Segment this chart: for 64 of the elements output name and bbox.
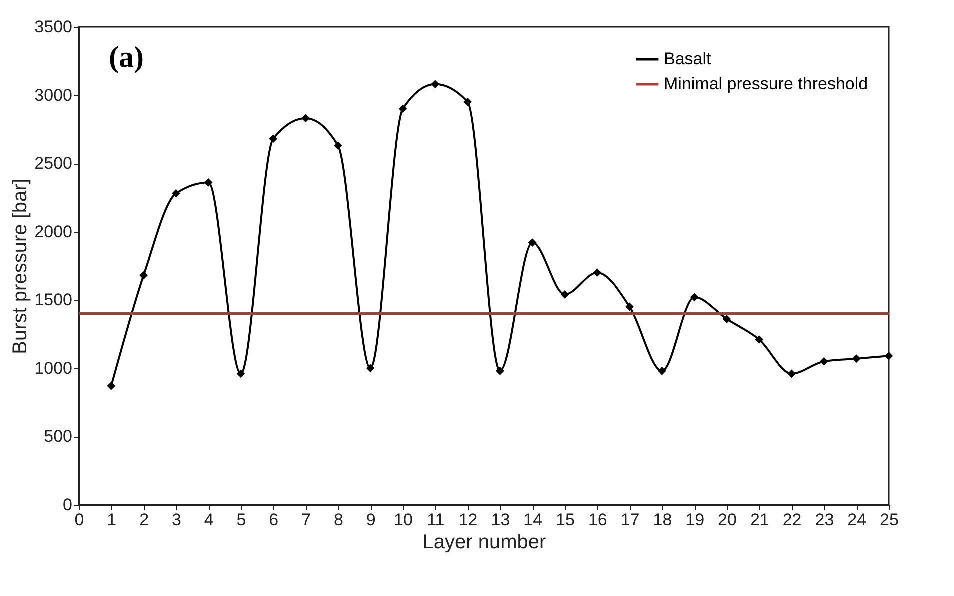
x-tick-label: 7 [302,510,312,530]
y-tick-label: 3500 [34,18,72,36]
y-axis-title: Burst pressure [bar] [10,178,32,354]
point [269,134,278,144]
point [172,189,180,198]
x-tick-label: 24 [848,510,867,530]
x-tick-label: 18 [653,510,672,530]
point [690,293,699,302]
point [398,104,408,114]
point [852,354,861,364]
point [464,98,472,106]
point [366,364,375,373]
x-tick-label: 12 [458,510,478,530]
point [302,114,310,123]
point [593,268,602,278]
x-tick-label: 6 [269,510,279,530]
point [658,366,666,376]
x-tick-label: 23 [815,510,834,530]
y-tick-label: 500 [44,427,72,446]
x-tick-label: 16 [588,510,608,530]
x-tick-label: 3 [172,510,182,530]
x-tick-label: 10 [394,510,413,530]
x-tick-label: 5 [236,510,246,530]
x-tick-label: 2 [140,510,150,530]
x-tick-label: 0 [74,510,84,530]
x-tick-label: 1 [107,510,117,530]
x-tick-label: 21 [750,510,770,530]
y-tick-label: 0 [63,496,72,514]
x-tick-label: 11 [427,510,445,530]
x-tick-label: 4 [204,510,214,530]
y-tick-label: 2000 [34,222,72,242]
x-axis-title: Layer number [422,532,547,554]
point [236,370,246,378]
point [722,315,732,324]
point [755,336,764,344]
x-tick-label: 19 [686,510,705,530]
y-tick-label: 1000 [34,358,72,378]
point [496,366,504,376]
point [820,357,828,366]
y-tick-label: 3000 [34,86,72,105]
y-tick-label: 2500 [34,154,72,174]
legend-label: Minimal pressure threshold [664,74,868,94]
x-tick-label: 15 [556,510,575,530]
x-tick-label: 17 [620,510,640,530]
point [788,370,796,378]
x-tick-label: 9 [366,510,376,530]
point [204,178,213,187]
x-tick-label: 20 [718,510,737,530]
point [560,290,570,299]
point [528,238,537,247]
point [334,142,342,150]
point [626,302,634,312]
point [107,382,116,390]
x-tick-label: 14 [524,510,543,530]
point [140,271,148,280]
x-tick-label: 13 [491,510,510,530]
x-tick-label: 8 [334,510,344,530]
x-tick-label: 25 [880,510,899,530]
annotation: (a) [109,41,144,74]
y-tick-label: 1500 [34,290,72,310]
x-tick-label: 22 [782,510,802,530]
point [884,352,894,360]
point [431,80,440,89]
legend-label: Basalt [664,50,712,68]
